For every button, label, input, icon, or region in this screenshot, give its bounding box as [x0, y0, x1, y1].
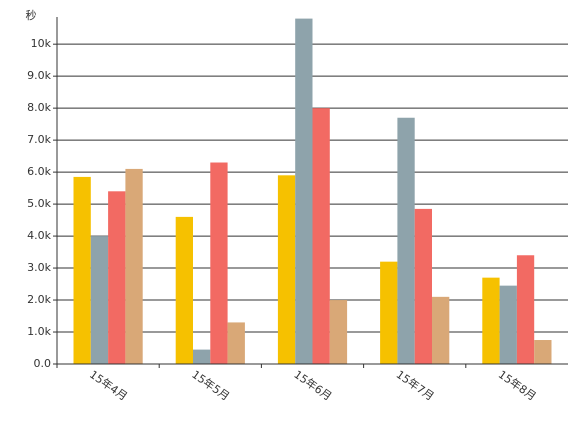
y-tick-label: 9.0k — [27, 69, 51, 82]
bar — [175, 216, 193, 364]
bar — [397, 117, 415, 364]
bar — [482, 277, 500, 364]
y-tick-label: 6.0k — [27, 165, 51, 178]
bar — [125, 168, 143, 364]
bar — [499, 285, 517, 364]
x-tick-label: 15年5月 — [189, 367, 232, 403]
bar — [534, 340, 552, 364]
y-tick-label: 4.0k — [27, 229, 51, 242]
x-tick-label: 15年6月 — [291, 367, 334, 403]
y-tick-label: 10k — [31, 37, 52, 50]
bar — [516, 255, 535, 364]
bar — [277, 175, 296, 364]
bar — [312, 108, 330, 365]
bar — [108, 191, 126, 364]
y-tick-label: 7.0k — [27, 133, 51, 146]
bar — [193, 349, 211, 364]
x-tick-label: 15年7月 — [394, 367, 437, 403]
bar — [414, 208, 432, 364]
y-tick-label: 8.0k — [27, 101, 51, 114]
bar — [432, 296, 450, 364]
bar — [73, 176, 91, 364]
bar — [380, 261, 398, 364]
y-tick-label: 3.0k — [27, 261, 51, 274]
bar — [295, 18, 313, 364]
y-tick-label: 1.0k — [27, 325, 51, 338]
y-tick-label: 0.0 — [34, 357, 52, 370]
y-axis-label: 秒 — [26, 8, 37, 22]
y-tick-label: 2.0k — [27, 293, 51, 306]
bar — [227, 322, 245, 364]
bar — [329, 300, 348, 364]
bar — [90, 236, 109, 364]
bar — [210, 162, 228, 364]
y-tick-label: 5.0k — [27, 197, 51, 210]
x-tick-label: 15年4月 — [87, 367, 130, 403]
x-tick-label: 15年8月 — [496, 367, 539, 403]
